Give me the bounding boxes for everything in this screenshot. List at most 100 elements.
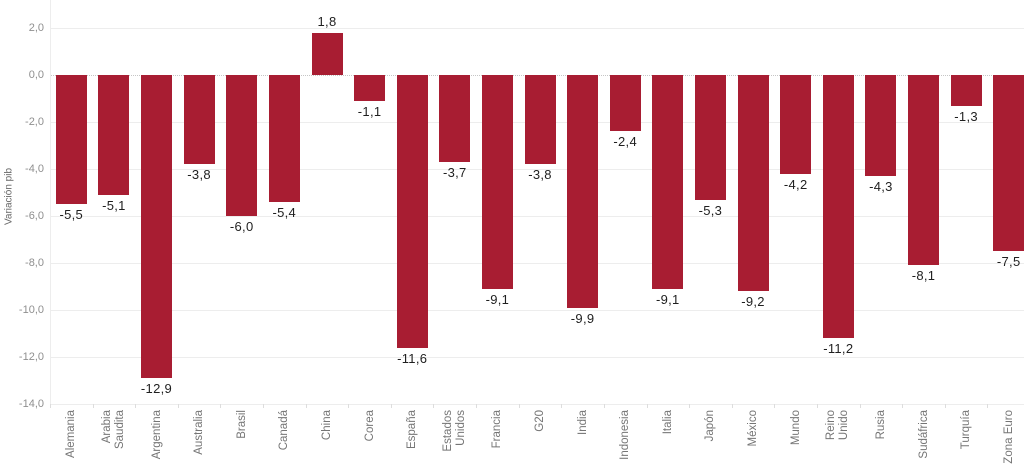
x-axis-label-g20: G20: [519, 410, 561, 473]
value-label: -3,7: [442, 164, 467, 180]
y-axis-line: [50, 0, 51, 404]
y-axis-tick-label: -6,0: [25, 210, 44, 222]
y-axis-tick-label: 2,0: [28, 22, 44, 34]
bar-estados-unidos[interactable]: [439, 75, 471, 162]
value-label: -9,1: [485, 291, 510, 307]
gridline: [50, 169, 1024, 170]
x-axis-label-australia: Australia: [178, 410, 220, 473]
x-axis-label-text: Brasil: [235, 410, 248, 439]
x-axis-label-text: Italia: [661, 410, 674, 435]
x-axis-tick: [945, 404, 946, 408]
bar-arabia-saudita[interactable]: [98, 75, 130, 195]
x-axis-label-text: G20: [533, 410, 546, 432]
x-axis-label-india: India: [562, 410, 604, 473]
x-axis-label-francia: Francia: [476, 410, 518, 473]
x-axis-label-zona-euro: Zona Euro: [988, 410, 1024, 473]
value-label: -5,5: [59, 207, 84, 223]
x-axis-label-reino-unido: Reino Unido: [817, 410, 859, 473]
x-axis-tick: [604, 404, 605, 408]
value-label: -4,2: [783, 176, 808, 192]
bar-india[interactable]: [567, 75, 599, 308]
value-label: 1,8: [317, 13, 337, 29]
x-axis-tick: [689, 404, 690, 408]
x-axis-label-text: China: [320, 410, 333, 441]
x-axis-label-jap-n: Japón: [689, 410, 731, 473]
x-axis-tick: [519, 404, 520, 408]
x-axis-tick: [220, 404, 221, 408]
value-label: -12,9: [140, 381, 173, 397]
bar-zona-euro[interactable]: [993, 75, 1024, 252]
x-axis-label-canad: Canadá: [263, 410, 305, 473]
x-axis-label-text: Zona Euro: [1002, 410, 1015, 464]
bar-g20[interactable]: [524, 75, 556, 165]
x-axis-label-m-xico: México: [732, 410, 774, 473]
x-axis-label-china: China: [306, 410, 348, 473]
x-axis-label-sud-frica: Sudáfrica: [903, 410, 945, 473]
bar-alemania[interactable]: [55, 75, 87, 205]
value-label: -6,0: [229, 219, 254, 234]
bar-espa-a[interactable]: [396, 75, 428, 348]
x-axis-tick: [561, 404, 562, 408]
value-label: -3,8: [528, 167, 552, 183]
bar-china[interactable]: [311, 32, 343, 75]
x-axis-label-alemania: Alemania: [50, 410, 92, 473]
x-axis-label-indonesia: Indonesia: [604, 410, 646, 473]
bar-jap-n[interactable]: [694, 75, 726, 200]
x-axis-label-text: Rusia: [874, 410, 887, 440]
gridline: [50, 28, 1024, 29]
value-label: -5,1: [102, 197, 126, 213]
bar-argentina[interactable]: [141, 75, 172, 379]
bar-italia[interactable]: [652, 75, 684, 289]
x-axis-label-text: España: [405, 410, 418, 450]
value-label: -11,6: [397, 350, 428, 366]
value-label: -11,2: [823, 341, 854, 357]
x-axis-tick: [476, 404, 477, 408]
gridline: [50, 310, 1024, 311]
value-label: -9,2: [741, 294, 765, 310]
value-label: -5,3: [698, 202, 723, 218]
x-axis-tick: [391, 404, 392, 408]
x-axis-label-text: Arabia Saudita: [100, 410, 126, 450]
x-axis-label-text: Alemania: [64, 410, 77, 458]
x-axis-label-text: Japón: [703, 410, 716, 442]
x-axis-label-estados-unidos: Estados Unidos: [434, 410, 476, 473]
bar-francia[interactable]: [481, 75, 513, 289]
bar-brasil[interactable]: [226, 75, 258, 216]
value-label: -3,8: [187, 167, 211, 183]
x-axis-tick: [860, 404, 861, 408]
gridline: [50, 263, 1024, 264]
bar-corea[interactable]: [354, 75, 386, 101]
value-label: -7,5: [996, 254, 1021, 270]
x-axis-tick: [817, 404, 818, 408]
bar-sud-frica[interactable]: [908, 75, 939, 266]
x-axis-tick: [93, 404, 94, 408]
value-label: -1,1: [357, 103, 382, 119]
y-axis-tick-label: -2,0: [25, 116, 44, 128]
bar-mundo[interactable]: [780, 75, 812, 174]
y-axis-tick-label: -10,0: [18, 304, 44, 316]
value-label: -1,3: [954, 108, 978, 124]
value-label: -2,4: [613, 134, 637, 150]
y-axis-tick-label: -12,0: [18, 351, 44, 363]
x-axis-label-text: Canadá: [277, 410, 290, 451]
value-label: -8,1: [911, 268, 936, 284]
x-axis-tick: [263, 404, 264, 408]
x-axis-tick: [306, 404, 307, 408]
x-axis-tick: [178, 404, 179, 408]
x-axis-label-text: México: [746, 410, 759, 447]
bar-m-xico[interactable]: [737, 75, 769, 292]
bar-indonesia[interactable]: [609, 75, 641, 132]
x-axis-label-text: Estados Unidos: [441, 410, 467, 452]
x-axis-label-text: Francia: [490, 410, 503, 449]
bar-rusia[interactable]: [865, 75, 897, 176]
bar-reino-unido[interactable]: [822, 75, 854, 339]
x-axis-label-text: Indonesia: [618, 410, 631, 460]
x-axis-label-turqu-a: Turquía: [945, 410, 987, 473]
bar-canad[interactable]: [268, 75, 300, 202]
x-axis-label-italia: Italia: [647, 410, 689, 473]
bar-australia[interactable]: [183, 75, 215, 165]
x-axis-label-text: Turquía: [959, 410, 972, 450]
bar-turqu-a[interactable]: [950, 75, 982, 106]
value-label: -5,4: [272, 204, 297, 220]
